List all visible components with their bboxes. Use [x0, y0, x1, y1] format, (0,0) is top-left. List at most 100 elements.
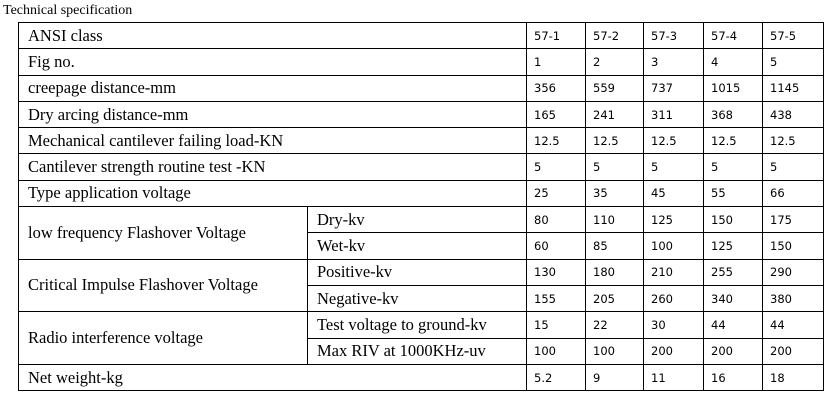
- value-cell: 11: [643, 363, 705, 392]
- value-cell: 130: [526, 258, 587, 286]
- value-cell: 85: [585, 232, 645, 260]
- row-label: creepage distance-mm: [17, 74, 528, 102]
- group-label: Critical Impulse Flashover Voltage: [18, 258, 308, 313]
- value-cell: 25: [526, 179, 587, 208]
- value-cell: 100: [526, 337, 587, 365]
- value-cell: 5: [585, 153, 645, 181]
- value-cell: 255: [703, 258, 764, 286]
- group-label: low frequency Flashover Voltage: [18, 206, 308, 260]
- value-cell: 60: [526, 232, 587, 260]
- value-cell: 3: [643, 48, 705, 76]
- value-cell: 5: [643, 153, 705, 181]
- row-label: Type application voltage: [17, 179, 528, 208]
- value-cell: 180: [585, 258, 645, 286]
- value-cell: 9: [585, 363, 645, 392]
- table-row: Net weight-kg 5.2 9 11 16 18: [17, 363, 825, 392]
- value-cell: 155: [526, 284, 587, 313]
- value-cell: 44: [762, 311, 825, 339]
- value-cell: 57-4: [703, 21, 764, 50]
- value-cell: 356: [526, 74, 587, 102]
- table-row: Wet-kv 60 85 100 125 150: [19, 232, 825, 260]
- value-cell: 290: [762, 258, 825, 286]
- value-cell: 18: [762, 363, 825, 392]
- value-cell: 1015: [703, 74, 764, 102]
- value-cell: 205: [585, 284, 645, 313]
- table-row: low frequency Flashover Voltage Dry-kv 80 1…: [18, 206, 825, 260]
- value-cell: 737: [643, 74, 705, 102]
- table-row: creepage distance-mm 356 559 737 1015 1145: [17, 74, 825, 102]
- value-cell: 57-1: [526, 21, 587, 50]
- value-cell: 4: [703, 48, 764, 76]
- value-cell: 210: [643, 258, 705, 286]
- value-cell: 241: [585, 100, 645, 129]
- value-cell: 200: [703, 337, 764, 365]
- table-row: Type application voltage 25 35 45 55 66: [17, 179, 825, 208]
- table-row: ANSI class 57-1 57-2 57-3 57-4 57-5: [17, 21, 825, 50]
- value-cell: 165: [526, 100, 587, 129]
- row-label: Mechanical cantilever failing load-KN: [17, 127, 528, 155]
- table-row: Max RIV at 1000KHz-uv 100 100 200 200 200: [19, 337, 825, 365]
- value-cell: 125: [643, 206, 705, 234]
- value-cell: 100: [585, 337, 645, 365]
- value-cell: 559: [585, 74, 645, 102]
- sub-label: Negative-kv: [306, 284, 528, 313]
- table-row: Negative-kv 155 205 260 340 380: [19, 284, 825, 313]
- table-row: Radio interference voltage Test voltage t…: [18, 311, 825, 365]
- row-label: Dry arcing distance-mm: [17, 100, 528, 129]
- row-label: Net weight-kg: [17, 363, 528, 392]
- value-cell: 125: [703, 232, 764, 260]
- value-cell: 22: [585, 311, 645, 339]
- value-cell: 12.5: [585, 127, 645, 155]
- value-cell: 200: [643, 337, 705, 365]
- value-cell: 2: [585, 48, 645, 76]
- value-cell: 12.5: [703, 127, 764, 155]
- table-row: Critical Impulse Flashover Voltage Positi…: [18, 258, 825, 313]
- sub-label: Dry-kv: [306, 206, 528, 234]
- table-row: Fig no. 1 2 3 4 5: [17, 48, 825, 76]
- value-cell: 100: [643, 232, 705, 260]
- table-row: Dry arcing distance-mm 165 241 311 368 438: [17, 100, 825, 129]
- row-label: Fig no.: [17, 48, 528, 76]
- value-cell: 5: [762, 48, 825, 76]
- value-cell: 311: [643, 100, 705, 129]
- value-cell: 5.2: [526, 363, 587, 392]
- value-cell: 5: [762, 153, 825, 181]
- value-cell: 12.5: [526, 127, 587, 155]
- value-cell: 438: [762, 100, 825, 129]
- value-cell: 1: [526, 48, 587, 76]
- value-cell: 45: [643, 179, 705, 208]
- value-cell: 57-5: [762, 21, 825, 50]
- table-row: Cantilever strength routine test -KN 5 5 5 5…: [17, 153, 825, 181]
- value-cell: 200: [762, 337, 825, 365]
- value-cell: 35: [585, 179, 645, 208]
- row-label: ANSI class: [17, 21, 528, 50]
- value-cell: 16: [703, 363, 764, 392]
- value-cell: 150: [703, 206, 764, 234]
- value-cell: 340: [703, 284, 764, 313]
- table-row: Mechanical cantilever failing load-KN 12.…: [17, 127, 825, 155]
- row-label: Cantilever strength routine test -KN: [17, 153, 528, 181]
- value-cell: 1145: [762, 74, 825, 102]
- value-cell: 57-3: [643, 21, 705, 50]
- value-cell: 44: [703, 311, 764, 339]
- spec-table: ANSI class 57-1 57-2 57-3 57-4 57-5 Fig no. 1 2 3…: [17, 21, 825, 392]
- value-cell: 175: [762, 206, 825, 234]
- value-cell: 30: [643, 311, 705, 339]
- group-label: Radio interference voltage: [18, 311, 308, 365]
- sub-label: Positive-kv: [306, 258, 528, 286]
- caption: Technical specification: [3, 3, 133, 18]
- sub-label: Test voltage to ground-kv: [306, 311, 528, 339]
- value-cell: 66: [762, 179, 825, 208]
- value-cell: 15: [526, 311, 587, 339]
- value-cell: 110: [585, 206, 645, 234]
- value-cell: 57-2: [585, 21, 645, 50]
- value-cell: 5: [703, 153, 764, 181]
- value-cell: 12.5: [762, 127, 825, 155]
- value-cell: 150: [762, 232, 825, 260]
- value-cell: 380: [762, 284, 825, 313]
- value-cell: 80: [526, 206, 587, 234]
- sub-label: Max RIV at 1000KHz-uv: [306, 337, 528, 365]
- value-cell: 5: [526, 153, 587, 181]
- value-cell: 55: [703, 179, 764, 208]
